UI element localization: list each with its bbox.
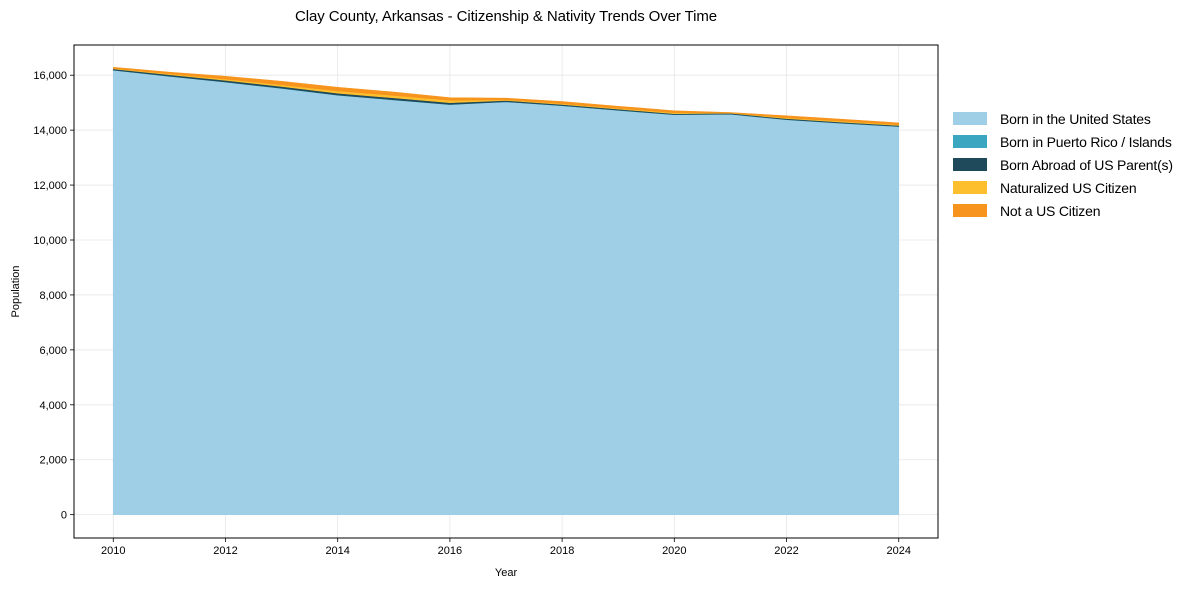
legend-item-naturalized: Naturalized US Citizen	[953, 176, 1173, 199]
x-tick-label: 2014	[325, 545, 349, 557]
x-axis-ticks: 2010 2012 2014 2016 2018 2020 2022 2024	[101, 538, 911, 557]
y-axis-ticks: 0 2,000 4,000 6,000 8,000 10,000 12,000 14,000 1…	[33, 70, 74, 522]
area-series	[112, 66, 900, 126]
legend: Born in the United States Born in Puerto…	[953, 107, 1173, 222]
legend-label: Born Abroad of US Parent(s)	[1000, 156, 1173, 173]
legend-swatch-icon	[953, 112, 987, 125]
legend-swatch-icon	[953, 135, 987, 148]
legend-label: Born in the United States	[1000, 110, 1151, 127]
y-tick-label: 12,000	[33, 180, 67, 192]
x-tick-label: 2020	[662, 545, 686, 557]
legend-label: Naturalized US Citizen	[1000, 179, 1137, 196]
legend-item-born-puerto-rico: Born in Puerto Rico / Islands	[953, 130, 1173, 153]
y-tick-label: 4,000	[39, 400, 67, 412]
legend-label: Not a US Citizen	[1000, 202, 1101, 219]
area-series	[112, 69, 900, 515]
y-tick-label: 8,000	[39, 290, 67, 302]
y-tick-label: 2,000	[39, 455, 67, 467]
x-tick-label: 2016	[438, 545, 462, 557]
legend-label: Born in Puerto Rico / Islands	[1000, 133, 1172, 150]
y-tick-label: 14,000	[33, 125, 67, 137]
legend-item-born-abroad: Born Abroad of US Parent(s)	[953, 153, 1173, 176]
legend-swatch-icon	[953, 181, 987, 194]
x-tick-label: 2010	[101, 545, 125, 557]
x-tick-label: 2012	[213, 545, 237, 557]
legend-item-born-us: Born in the United States	[953, 107, 1173, 130]
y-tick-label: 16,000	[33, 70, 67, 82]
axes-frame	[73, 44, 939, 539]
x-tick-label: 2024	[886, 545, 910, 557]
legend-item-not-citizen: Not a US Citizen	[953, 199, 1173, 222]
stacked-areas	[112, 66, 900, 515]
x-axis-label: Year	[495, 567, 518, 579]
y-tick-label: 0	[61, 510, 67, 522]
legend-swatch-icon	[953, 204, 987, 217]
legend-swatch-icon	[953, 158, 987, 171]
chart-title: Clay County, Arkansas - Citizenship & Na…	[295, 8, 717, 25]
y-tick-label: 10,000	[33, 235, 67, 247]
x-tick-label: 2018	[550, 545, 574, 557]
x-tick-label: 2022	[774, 545, 798, 557]
y-axis-label: Population	[10, 266, 22, 318]
y-tick-label: 6,000	[39, 345, 67, 357]
